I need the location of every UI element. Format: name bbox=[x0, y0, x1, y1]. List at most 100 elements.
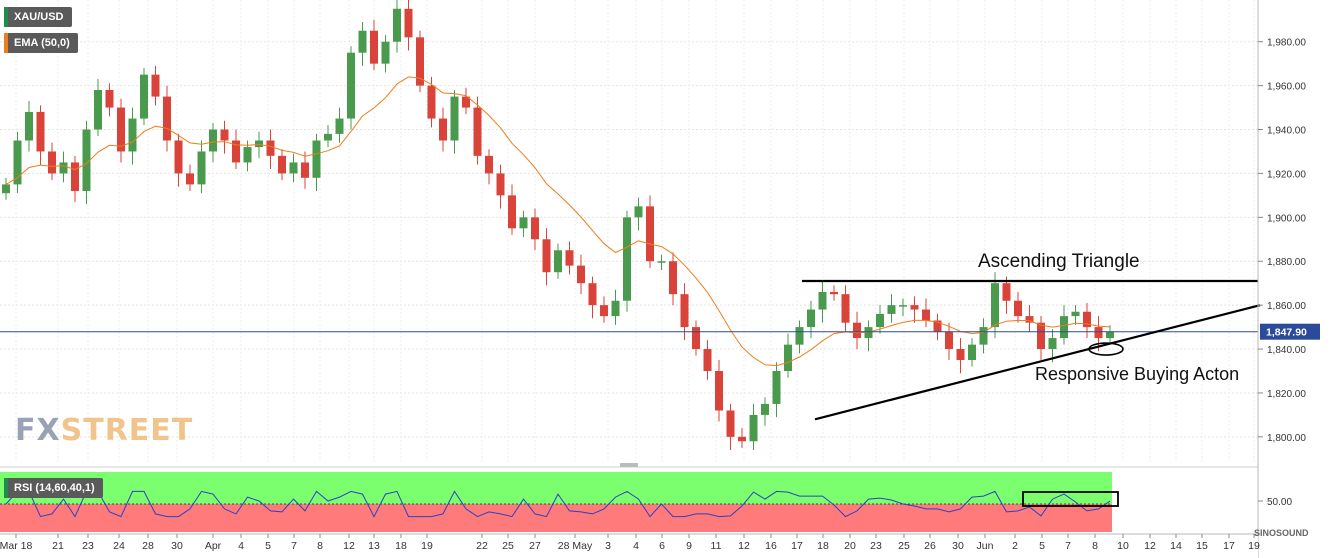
candle-body bbox=[646, 206, 654, 262]
candle-body bbox=[519, 217, 528, 229]
x-tick-label: 2 bbox=[1012, 540, 1018, 552]
candle-body bbox=[600, 305, 608, 317]
candle-body bbox=[588, 283, 597, 306]
x-tick-label: 25 bbox=[502, 540, 514, 552]
x-tick-label: 9 bbox=[686, 540, 692, 552]
candle-body bbox=[830, 291, 838, 295]
candle-body bbox=[542, 239, 551, 273]
candle-body bbox=[749, 414, 758, 442]
candle-body bbox=[335, 118, 344, 134]
x-tick-label: 23 bbox=[870, 540, 882, 552]
candle-body bbox=[450, 96, 459, 141]
candle-body bbox=[853, 322, 861, 339]
candle-body bbox=[59, 162, 68, 174]
panel-resize-handle bbox=[620, 463, 638, 467]
candle-body bbox=[416, 37, 424, 86]
x-tick-label: 14 bbox=[1170, 540, 1182, 552]
candle-body bbox=[232, 140, 240, 163]
candle-body bbox=[565, 250, 574, 266]
candle-body bbox=[715, 370, 723, 411]
rsi-oversold-zone bbox=[0, 504, 1112, 532]
candle-body bbox=[117, 107, 125, 152]
fxstreet-logo: FXSTREET bbox=[15, 413, 194, 448]
x-axis: Mar 18 21 23 24 28 30 Apr 4 5 7 8 12 13 18 19 22 25 27 28 … bbox=[0, 533, 1260, 558]
candle-body bbox=[94, 90, 102, 130]
candle-body bbox=[48, 151, 56, 174]
x-tick-label: 26 bbox=[924, 540, 936, 552]
candle-body bbox=[726, 410, 735, 437]
symbol-tag[interactable]: XAU/USD bbox=[4, 7, 72, 27]
ascending-triangle-label: Ascending Triangle bbox=[978, 251, 1140, 272]
candle-body bbox=[577, 265, 585, 284]
sinosound-watermark: SINOSOUND bbox=[1254, 528, 1309, 538]
x-tick-label: 11 bbox=[711, 540, 722, 552]
x-tick-label: 8 bbox=[317, 540, 323, 552]
candle-body bbox=[1048, 338, 1057, 350]
candle-body bbox=[508, 195, 516, 229]
x-tick-label: Mar 18 bbox=[0, 540, 32, 552]
candle-body bbox=[772, 370, 781, 404]
rsi-tag[interactable]: RSI (14,60,40,1) bbox=[4, 478, 103, 498]
y-tick-label: 1,920.00 bbox=[1267, 169, 1306, 180]
candle-body bbox=[554, 250, 562, 273]
candle-body bbox=[1014, 300, 1022, 317]
x-tick-label: 25 bbox=[898, 540, 910, 552]
x-tick-label: 10 bbox=[1117, 540, 1129, 552]
candle-body bbox=[1106, 331, 1114, 339]
x-tick-label: 21 bbox=[52, 540, 64, 552]
grid-lines bbox=[0, 0, 1258, 461]
ema-tag[interactable]: EMA (50,0) bbox=[4, 33, 78, 53]
candle-body bbox=[370, 30, 378, 64]
candle-body bbox=[1083, 311, 1091, 328]
x-tick-label: 20 bbox=[844, 540, 856, 552]
candle-body bbox=[105, 90, 114, 108]
x-tick-label: 7 bbox=[291, 540, 297, 552]
y-tick-label: 1,980.00 bbox=[1267, 38, 1306, 49]
candle-body bbox=[289, 162, 298, 174]
candle-body bbox=[462, 96, 470, 108]
candle-body bbox=[991, 283, 999, 328]
candle-body bbox=[186, 173, 194, 185]
candle-body bbox=[784, 344, 792, 371]
candle-body bbox=[151, 74, 160, 97]
x-tick-label: 17 bbox=[1223, 540, 1235, 552]
candle-body bbox=[220, 129, 229, 141]
candle-body bbox=[795, 327, 804, 345]
x-tick-label: 24 bbox=[113, 540, 125, 552]
rsi-overbought-zone bbox=[0, 472, 1112, 504]
candle-body bbox=[807, 309, 815, 328]
x-tick-label: 18 bbox=[817, 540, 829, 552]
y-tick-label: 1,860.00 bbox=[1267, 301, 1306, 312]
x-tick-label: 22 bbox=[476, 540, 488, 552]
candle-body bbox=[13, 140, 22, 185]
rsi-highlight-box bbox=[1022, 491, 1119, 507]
candle-body bbox=[485, 155, 493, 174]
candle-body bbox=[1071, 311, 1080, 317]
candle-body bbox=[36, 111, 45, 152]
y-tick-label: 1,960.00 bbox=[1267, 82, 1306, 93]
candle-body bbox=[243, 147, 252, 163]
candle-body bbox=[1060, 316, 1068, 339]
current-price-label: 1,847.90 bbox=[1266, 327, 1307, 339]
candle-body bbox=[473, 107, 482, 156]
x-tick-label: Apr bbox=[205, 540, 222, 552]
candle-body bbox=[381, 41, 390, 64]
y-axis: 1,800.00 1,820.00 1,840.00 1,860.00 1,880.00… bbox=[1257, 0, 1320, 558]
candle-body bbox=[910, 305, 919, 310]
candle-body bbox=[140, 74, 148, 119]
candle-body bbox=[266, 140, 275, 156]
candle-body bbox=[358, 30, 367, 53]
candle-body bbox=[634, 206, 643, 218]
x-tick-label: 6 bbox=[659, 540, 665, 552]
x-tick-label: 16 bbox=[765, 540, 777, 552]
ema-line bbox=[5, 76, 1111, 367]
candle-body bbox=[278, 155, 286, 174]
candle-body bbox=[703, 349, 712, 371]
x-tick-label: 30 bbox=[171, 540, 183, 552]
responsive-buying-label: Responsive Buying Acton bbox=[1035, 364, 1240, 384]
candle-body bbox=[956, 349, 965, 361]
y-tick-label: 1,880.00 bbox=[1267, 257, 1306, 268]
candle-body bbox=[1094, 327, 1103, 339]
y-tick-label: 1,840.00 bbox=[1267, 345, 1306, 356]
candle-body bbox=[404, 8, 413, 38]
